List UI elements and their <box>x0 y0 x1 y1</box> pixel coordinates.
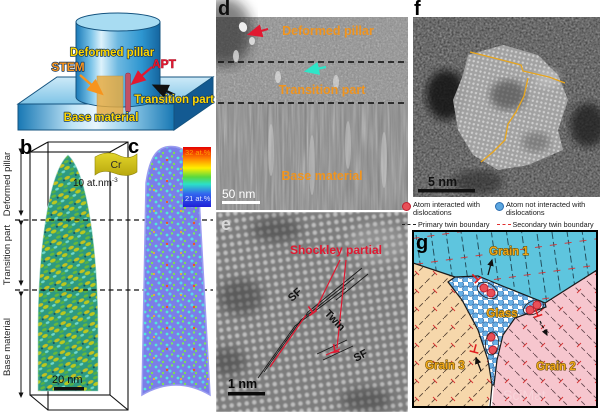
primary-twin-dash-icon <box>402 224 416 225</box>
legend-item-secondary-twin: Secondary twin boundary <box>496 220 594 229</box>
iso-surface-label: 10 at.nm-3 <box>73 177 118 189</box>
label-apt: APT <box>152 57 177 71</box>
colorbar-min: 21 at.% <box>185 194 211 203</box>
panel-letter-c: c <box>128 136 139 158</box>
scalebar-e <box>228 392 265 396</box>
g-label-grain3: Grain 3 <box>425 360 465 372</box>
apt-arrow <box>130 66 153 86</box>
grain-2-region <box>492 270 597 407</box>
legend-primary-label: Primary twin boundary <box>418 220 490 229</box>
bright-nanograin <box>453 45 568 170</box>
legend-item-atom-blue: Atom not interacted with dislocations <box>495 201 594 217</box>
d-red-arrow <box>246 24 269 38</box>
stem-arrow <box>79 74 104 96</box>
d-label-base: Base material <box>281 169 362 183</box>
g-dislocation-2 <box>533 308 543 319</box>
red-atom-icon <box>402 202 411 211</box>
label-transition-part: Transition part <box>134 94 214 106</box>
apt-needle <box>125 72 131 113</box>
label-base-material: Base material <box>64 112 139 124</box>
e-label-sf2: SF <box>352 347 370 364</box>
grain-boundaries <box>413 262 597 407</box>
secondary-twin-dash-icon <box>496 224 511 225</box>
g-arrow-upleft <box>475 356 482 372</box>
dislocation-symbol-2 <box>330 343 340 354</box>
legend-item-atom-red: Atom interacted with dislocations <box>402 201 487 217</box>
scalebar-b-label: 20 nm <box>52 374 83 386</box>
g-dislocation-3 <box>469 344 479 354</box>
d-label-transition: Transition part <box>279 83 367 97</box>
panel-g-border <box>412 230 598 408</box>
g-label-glass: Glass <box>486 308 517 320</box>
g-label-grain1: Grain 1 <box>489 246 529 258</box>
twin-boundary-traces <box>469 51 566 163</box>
scalebar-e-label: 1 nm <box>228 377 257 391</box>
grain-3-region <box>413 263 492 407</box>
side-label-base: Base material <box>2 318 13 376</box>
panel-letter-g: g <box>416 232 428 254</box>
d-label-deformed: Deformed pillar <box>282 24 374 38</box>
colorbar-max: 32 at.% <box>185 148 211 157</box>
panel-g-schematic: Grain 1 Grain 3 Grain 2 Glass SciMat g <box>412 230 598 408</box>
panel-d-stem: d Deformed pillar Transition part Base m… <box>216 0 408 210</box>
label-stem: STEM <box>51 60 84 74</box>
g-arrow-up <box>487 258 494 276</box>
scalebar-d-label: 50 nm <box>222 187 255 201</box>
legend: Atom interacted with dislocations Atom n… <box>398 199 600 229</box>
label-deformed-pillar: Deformed pillar <box>70 47 155 59</box>
side-label-deformed: Deformed pillar <box>2 152 13 216</box>
legend-item-primary-twin: Primary twin boundary <box>402 220 490 229</box>
g-arrow-right <box>539 320 548 337</box>
cr-flag <box>94 152 138 176</box>
d-cyan-arrow <box>303 62 327 75</box>
blue-atom-icon <box>495 202 504 211</box>
colorbar <box>183 147 211 207</box>
scalebar-f-label: 5 nm <box>428 175 457 189</box>
side-label-transition: Transition part <box>2 224 13 285</box>
g-label-grain2: Grain 2 <box>536 361 576 373</box>
grain-1-region <box>413 231 597 303</box>
dislocation-symbol-1 <box>307 305 318 317</box>
legend-atom-red-label: Atom interacted with dislocations <box>413 200 480 217</box>
cr-flag-label: Cr <box>110 159 122 171</box>
g-watermark: SciMat <box>503 387 546 403</box>
legend-atom-blue-label: Atom not interacted with dislocations <box>506 200 586 217</box>
panel-bc-apt: b c Cr 10 at.nm-3 Deformed pillar Transi… <box>2 136 213 411</box>
scalebar-d <box>222 201 260 204</box>
scalebar-f <box>418 189 475 193</box>
panel-letter-f: f <box>414 0 421 20</box>
glass-region <box>447 275 547 386</box>
panel-e-hrtem: e Shockley partial SF Twin SF 1 nm <box>216 212 408 412</box>
hrtem-bright-region <box>348 224 408 264</box>
panel-a-schematic: a Deformed pillar STEM APT Transition pa… <box>16 11 215 131</box>
panel-letter-e: e <box>221 214 231 234</box>
transition-arrow <box>151 84 176 98</box>
legend-secondary-label: Secondary twin boundary <box>512 220 594 229</box>
panel-f-hrtem: f 5 nm <box>413 0 600 197</box>
g-dislocation-1 <box>471 273 482 284</box>
hrtem-shading <box>216 218 391 412</box>
red-atom-clusters <box>476 281 544 356</box>
composition-map-red-speckles <box>142 146 210 395</box>
e-label-shockley: Shockley partial <box>290 243 382 257</box>
apt-reconstruction-pillar <box>37 154 99 392</box>
stem-image <box>216 0 408 210</box>
scalebar-b <box>54 387 84 391</box>
